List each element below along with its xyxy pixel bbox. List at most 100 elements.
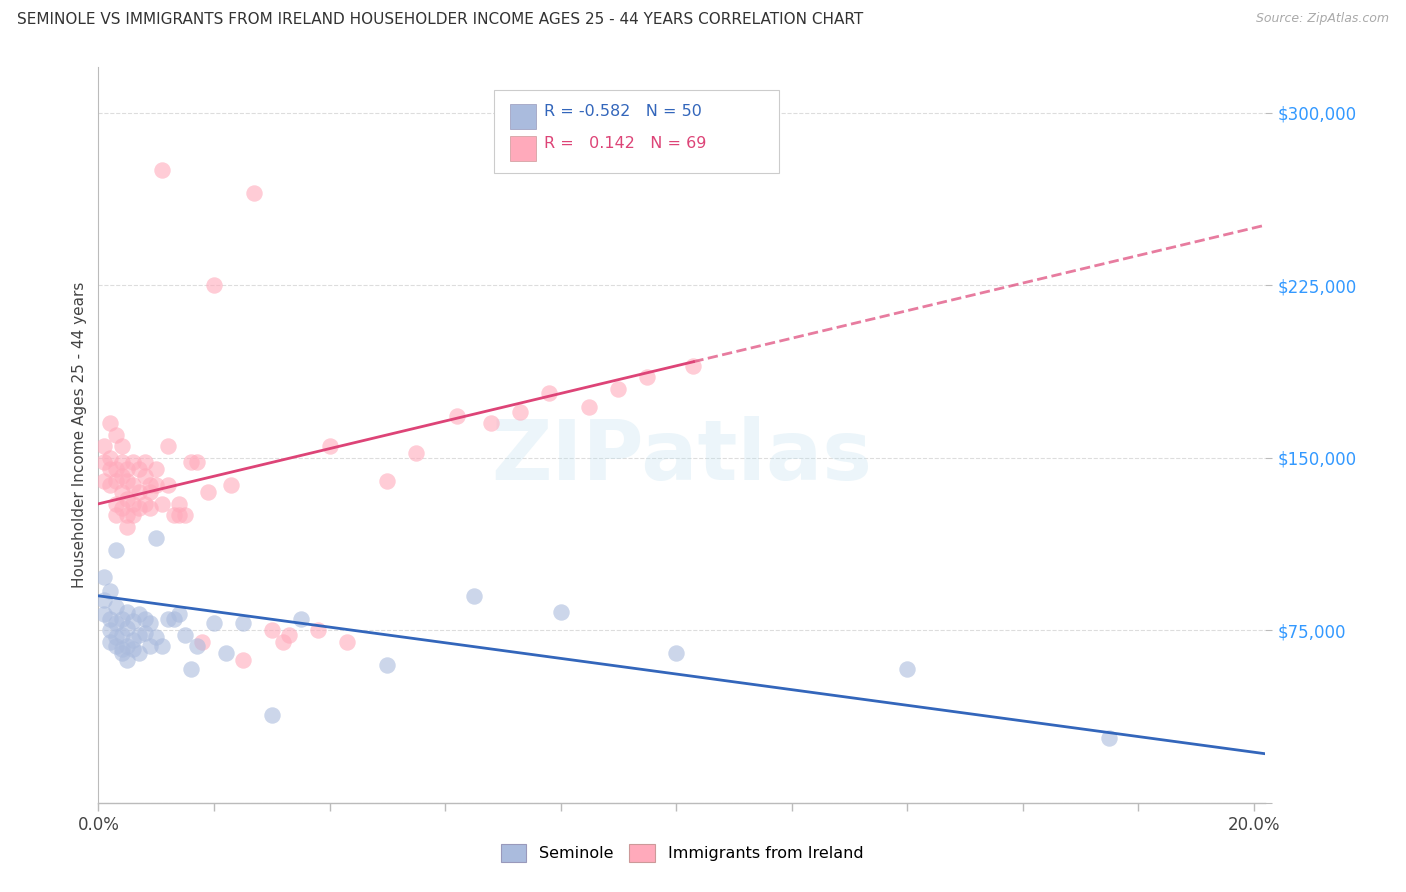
Point	[150, 497, 173, 511]
Point	[139, 501, 162, 516]
Point	[122, 632, 145, 647]
Point	[122, 497, 145, 511]
Point	[162, 508, 184, 523]
Point	[550, 605, 572, 619]
Point	[98, 478, 121, 492]
Point	[98, 584, 121, 599]
Point	[145, 630, 167, 644]
Point	[221, 478, 243, 492]
Point	[162, 612, 184, 626]
Point	[110, 612, 132, 626]
Point	[191, 635, 214, 649]
Point	[128, 501, 150, 516]
Point	[110, 646, 132, 660]
Point	[93, 439, 115, 453]
Point	[98, 635, 121, 649]
Point	[110, 455, 132, 469]
Point	[156, 478, 179, 492]
Point	[682, 359, 704, 373]
Point	[145, 462, 167, 476]
Point	[117, 492, 139, 507]
Point	[174, 628, 197, 642]
Point	[896, 662, 918, 676]
Point	[318, 439, 340, 453]
Point	[232, 616, 254, 631]
Point	[202, 278, 225, 293]
Point	[104, 474, 127, 488]
Point	[375, 657, 398, 672]
Point	[214, 646, 236, 660]
Point	[636, 370, 658, 384]
Point	[134, 469, 156, 483]
Point	[232, 653, 254, 667]
Point	[110, 628, 132, 642]
Point	[290, 612, 312, 626]
Point	[104, 542, 127, 557]
Point	[180, 455, 202, 469]
Point	[104, 640, 127, 654]
Point	[117, 640, 139, 654]
Point	[117, 508, 139, 523]
Point	[243, 186, 266, 201]
Point	[260, 708, 283, 723]
Point	[134, 455, 156, 469]
Point	[104, 630, 127, 644]
Point	[93, 570, 115, 584]
Point	[463, 589, 485, 603]
Point	[260, 624, 283, 638]
Point	[117, 653, 139, 667]
Point	[117, 621, 139, 635]
Point	[122, 641, 145, 656]
Point	[128, 485, 150, 500]
Point	[145, 478, 167, 492]
Point	[93, 455, 115, 469]
Point	[607, 382, 630, 396]
Point	[479, 417, 502, 431]
Point	[197, 485, 219, 500]
Point	[93, 607, 115, 622]
Point	[307, 624, 329, 638]
Point	[156, 612, 179, 626]
Point	[98, 624, 121, 638]
Point	[537, 386, 560, 401]
Point	[122, 455, 145, 469]
Point	[169, 497, 191, 511]
Point	[134, 612, 156, 626]
Point	[186, 640, 208, 654]
Point	[336, 635, 359, 649]
Text: R = -0.582   N = 50: R = -0.582 N = 50	[544, 104, 702, 120]
Point	[128, 646, 150, 660]
Point	[134, 625, 156, 640]
Point	[117, 520, 139, 534]
Point	[110, 469, 132, 483]
Point	[104, 427, 127, 442]
Point	[150, 640, 173, 654]
Point	[98, 612, 121, 626]
Legend: Seminole, Immigrants from Ireland: Seminole, Immigrants from Ireland	[494, 838, 870, 869]
Point	[104, 616, 127, 631]
Point	[169, 508, 191, 523]
Text: SEMINOLE VS IMMIGRANTS FROM IRELAND HOUSEHOLDER INCOME AGES 25 - 44 YEARS CORREL: SEMINOLE VS IMMIGRANTS FROM IRELAND HOUS…	[17, 12, 863, 27]
Point	[150, 163, 173, 178]
Point	[145, 532, 167, 546]
Point	[117, 474, 139, 488]
Point	[128, 628, 150, 642]
Point	[134, 497, 156, 511]
Point	[128, 462, 150, 476]
Point	[169, 607, 191, 622]
Point	[117, 462, 139, 476]
Point	[93, 593, 115, 607]
Point	[509, 405, 531, 419]
Point	[104, 462, 127, 476]
Text: Source: ZipAtlas.com: Source: ZipAtlas.com	[1256, 12, 1389, 25]
Point	[110, 485, 132, 500]
Point	[98, 450, 121, 465]
Y-axis label: Householder Income Ages 25 - 44 years: Householder Income Ages 25 - 44 years	[72, 282, 87, 588]
Point	[128, 607, 150, 622]
Point	[110, 641, 132, 656]
Point	[110, 501, 132, 516]
Point	[186, 455, 208, 469]
Point	[104, 508, 127, 523]
Point	[665, 646, 688, 660]
Point	[1098, 731, 1121, 746]
